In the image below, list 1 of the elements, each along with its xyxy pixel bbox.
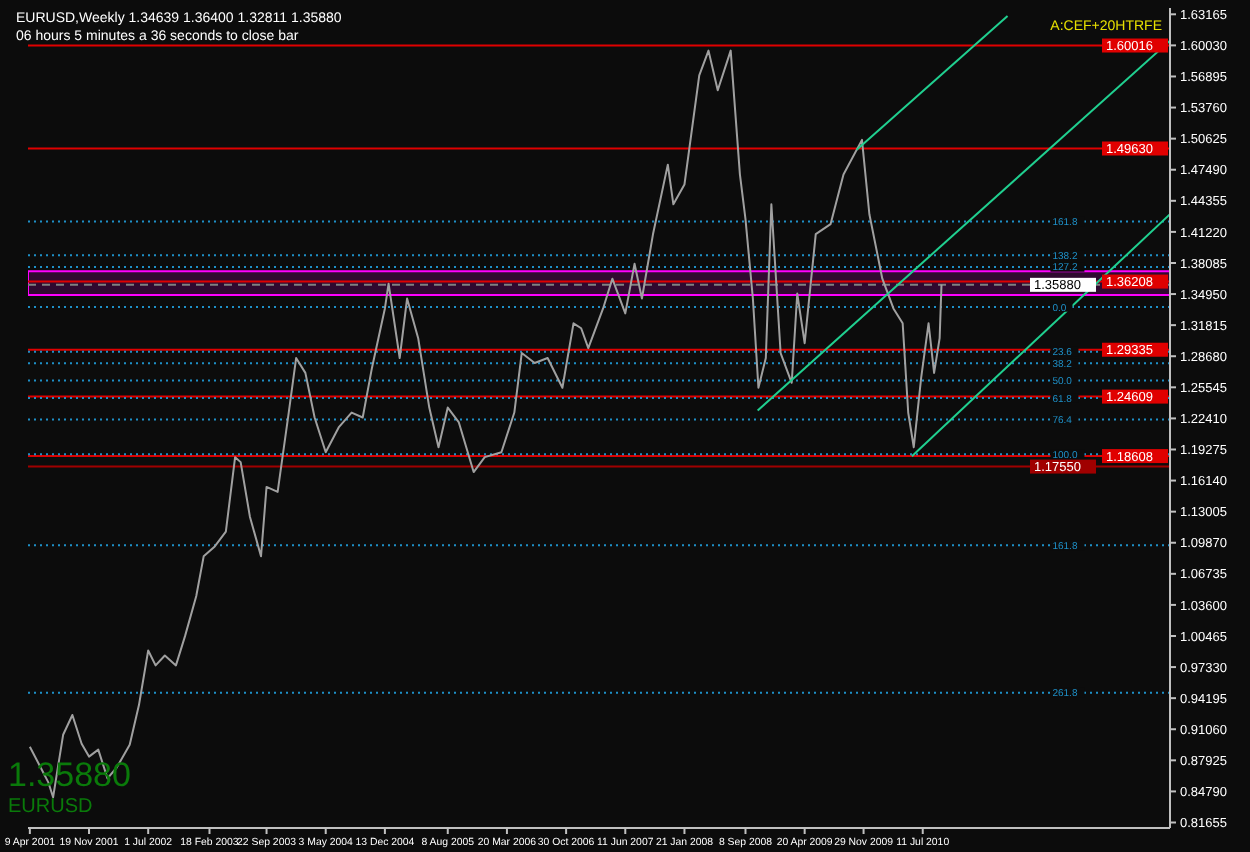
annotation: EURUSD xyxy=(8,796,93,818)
